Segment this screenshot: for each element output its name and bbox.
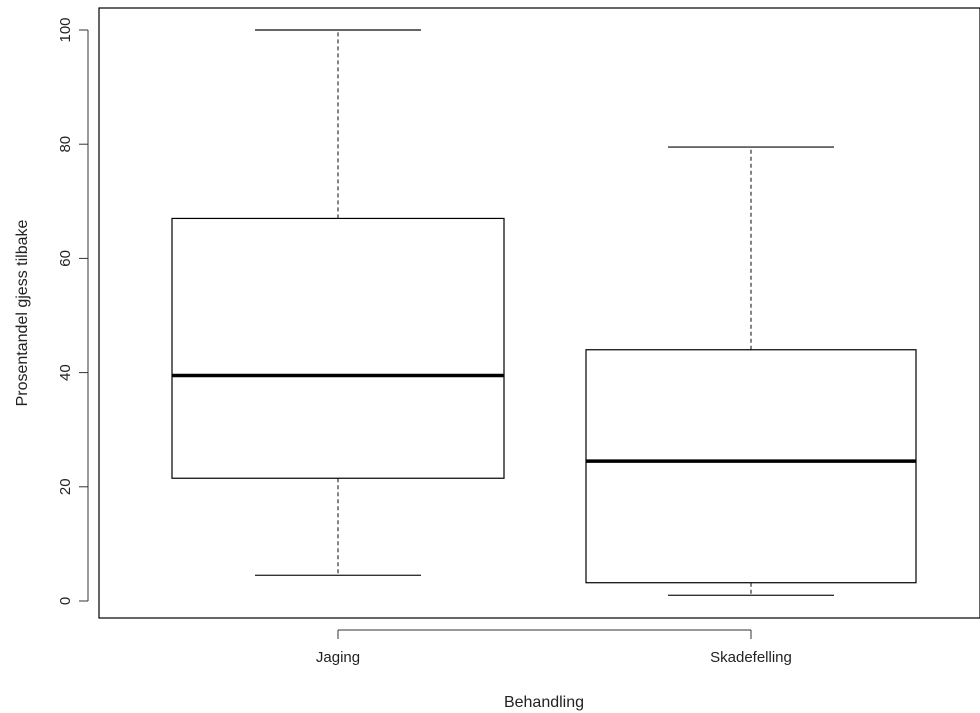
x-tick-label: Skadefelling [710, 649, 792, 666]
x-tick-label: Jaging [316, 649, 360, 666]
y-tick-label: 80 [57, 136, 74, 153]
y-tick-label: 40 [57, 364, 74, 381]
y-axis-title: Prosentandel gjess tilbake [14, 220, 31, 407]
x-axis: Jaging Skadefelling [316, 629, 792, 666]
y-tick-label: 60 [57, 250, 74, 267]
boxes [171, 29, 917, 596]
box-group [585, 146, 917, 596]
box-iqr [585, 349, 917, 584]
y-tick-label: 0 [57, 597, 74, 605]
y-tick-label: 20 [57, 478, 74, 495]
box-iqr [171, 217, 505, 479]
plot-frame [98, 7, 980, 619]
y-tick-label: 100 [57, 17, 74, 42]
y-axis: 0 20 40 60 80 100 [57, 17, 89, 605]
x-axis-title: Behandling [504, 694, 584, 711]
box-group [171, 29, 505, 577]
